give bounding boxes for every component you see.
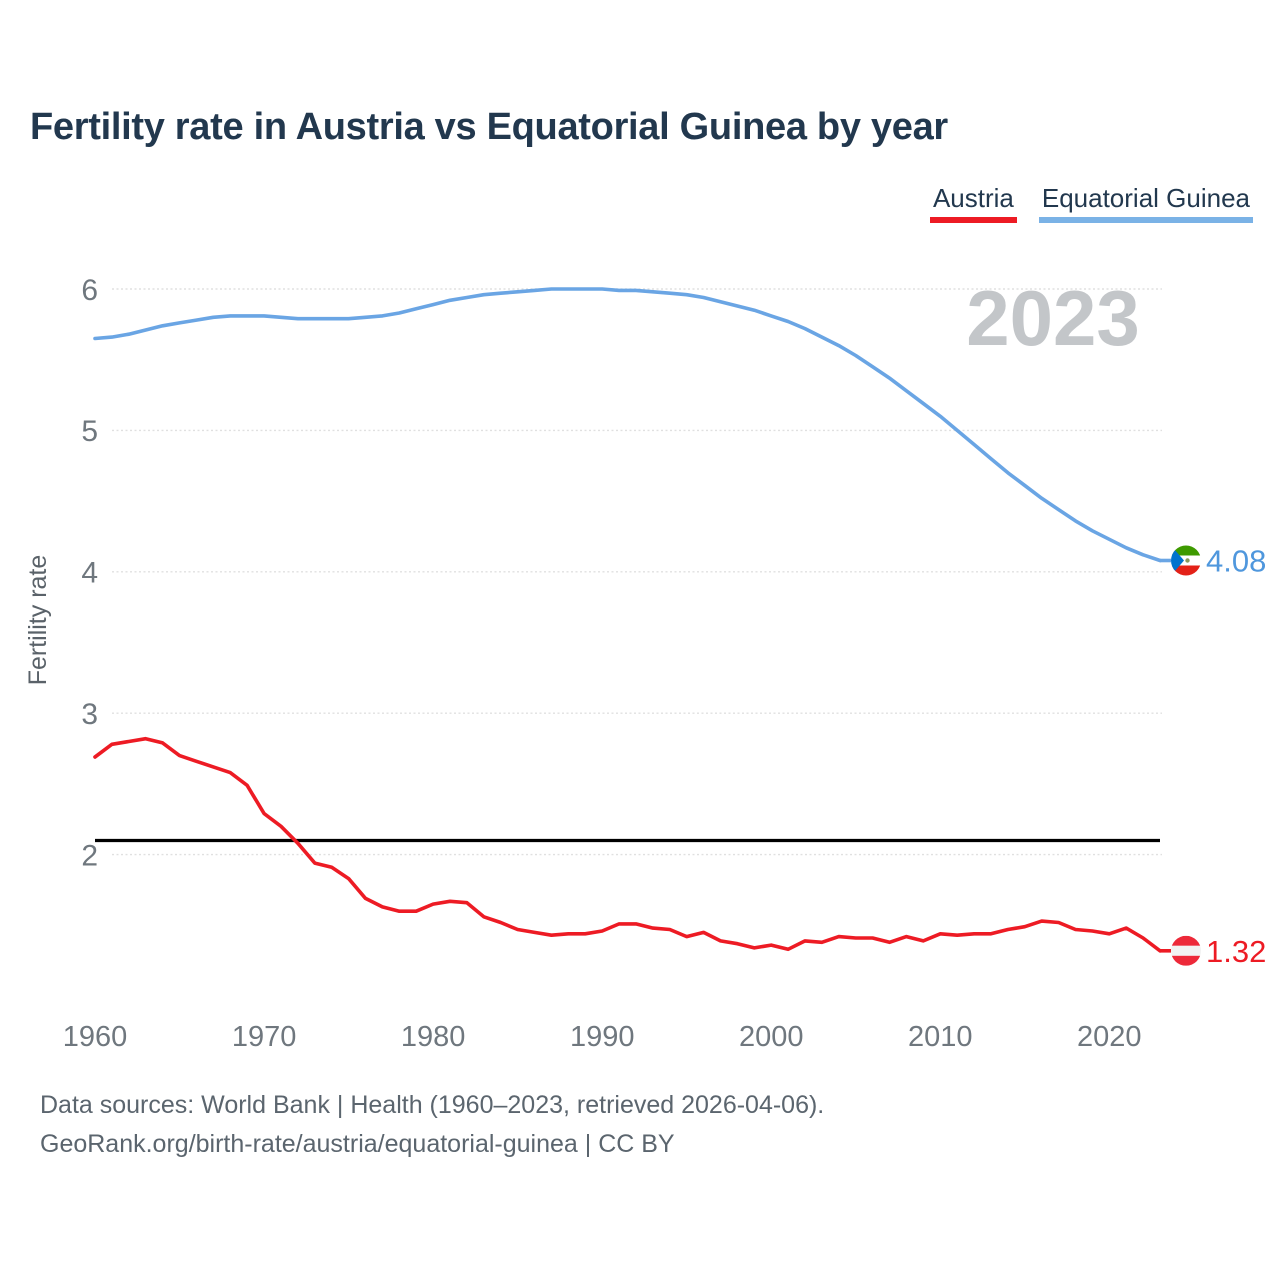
- y-tick-label: 5: [81, 415, 98, 448]
- legend-label-austria: Austria: [932, 183, 1014, 213]
- x-tick-label: 2010: [908, 1021, 973, 1053]
- x-axis-tick-labels: 1960 1970 1980 1990 2000 2010 2020: [63, 1021, 1142, 1053]
- x-tick-label: 1980: [401, 1021, 466, 1053]
- x-tick-label: 2000: [739, 1021, 804, 1053]
- equatorial-guinea-line: [93, 287, 1162, 563]
- legend-item-austria[interactable]: Austria: [929, 183, 1017, 223]
- legend-label-equatorial-guinea: Equatorial Guinea: [1041, 183, 1250, 213]
- year-watermark: 2023: [966, 274, 1140, 362]
- y-tick-label: 6: [81, 274, 98, 307]
- legend: Austria Equatorial Guinea: [929, 183, 1253, 223]
- data-series: [93, 287, 1171, 953]
- y-tick-label: 3: [81, 698, 98, 731]
- x-tick-label: 1970: [232, 1021, 297, 1053]
- x-tick-label: 1990: [570, 1021, 635, 1053]
- austria-line: [93, 736, 1162, 953]
- chart-title: Fertility rate in Austria vs Equatorial …: [30, 106, 948, 148]
- y-axis-title: Fertility rate: [24, 555, 52, 686]
- y-axis-tick-labels: 6 5 4 3 2: [81, 274, 98, 873]
- equatorial-guinea-flag-icon: [1171, 545, 1201, 576]
- austria-flag-icon: [1171, 935, 1201, 966]
- footer: Data sources: World Bank | Health (1960–…: [40, 1086, 824, 1164]
- austria-end-value: 1.32: [1206, 934, 1266, 969]
- footer-sources: Data sources: World Bank | Health (1960–…: [40, 1091, 825, 1119]
- equatorial-guinea-end-value: 4.08: [1206, 544, 1266, 579]
- x-tick-label: 2020: [1077, 1021, 1142, 1053]
- gridlines: [112, 288, 1162, 856]
- legend-item-equatorial-guinea[interactable]: Equatorial Guinea: [1038, 183, 1253, 223]
- y-tick-label: 2: [81, 839, 98, 872]
- footer-attribution: GeoRank.org/birth-rate/austria/equatoria…: [40, 1130, 675, 1158]
- y-tick-label: 4: [81, 557, 98, 590]
- x-tick-label: 1960: [63, 1021, 128, 1053]
